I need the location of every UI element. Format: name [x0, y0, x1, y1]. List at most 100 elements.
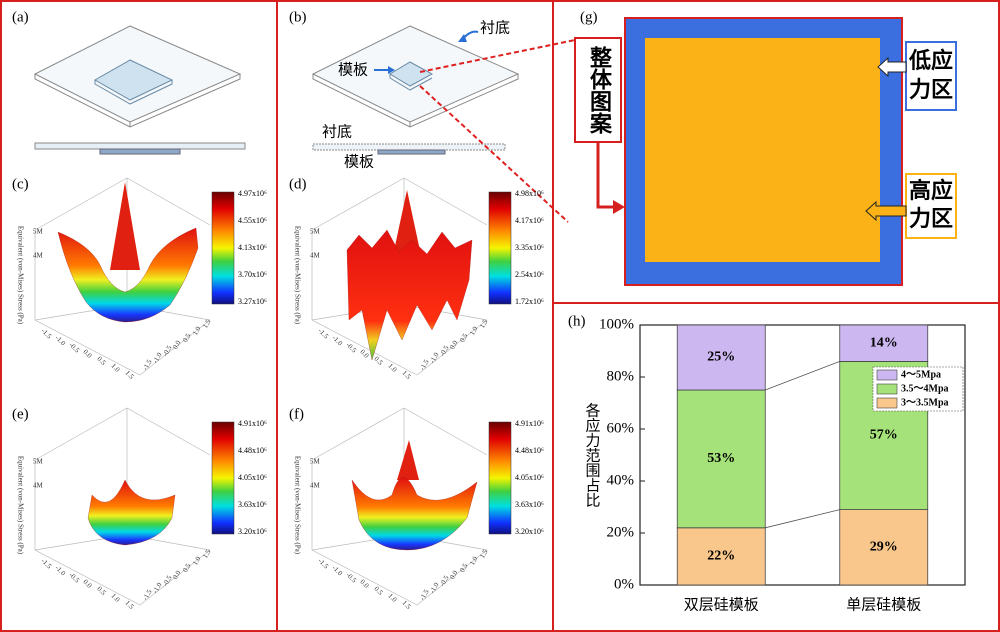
- arrow-head: [458, 34, 467, 42]
- x-tick-label: -1.5: [39, 327, 53, 341]
- data-label: 14%: [870, 335, 898, 350]
- x-tick-label: 1.5: [400, 599, 412, 611]
- plate-side: [34, 142, 246, 150]
- z-tick-label: 4M: [33, 482, 44, 490]
- connector: [765, 361, 840, 391]
- axis-title: Equivalent (von-Mises) Stress (Pa): [293, 226, 301, 325]
- x-tick-label: 1.0: [109, 592, 121, 604]
- colorbar: [211, 191, 235, 305]
- label-box: [905, 41, 957, 111]
- x-tick-label: 1.0: [386, 362, 398, 374]
- y-tick-label: 0.0: [171, 569, 183, 581]
- annotation: 衬底: [480, 19, 510, 37]
- plate-3d: [311, 25, 520, 128]
- z-tick-label: 5M: [310, 228, 321, 236]
- panel-label: (h): [568, 313, 586, 329]
- y-tick-label: 100%: [599, 316, 634, 332]
- surface: [110, 182, 140, 270]
- bar-segment: [839, 509, 929, 586]
- dashed-connector: [419, 39, 576, 73]
- x-tick-label: 1.0: [109, 362, 121, 374]
- panel-label: (b): [289, 9, 307, 25]
- colorbar-label: 4.48x10⁶: [238, 446, 267, 455]
- data-label: 57%: [870, 428, 898, 443]
- colorbar-label: 4.48x10⁶: [515, 446, 544, 455]
- y-tick-label: 0.5: [458, 562, 470, 574]
- y-tick-label: 0.5: [458, 332, 470, 344]
- data-label: 25%: [707, 350, 735, 365]
- axis-box: [34, 407, 211, 606]
- surface: [346, 229, 473, 361]
- axis-title: Equivalent (von-Mises) Stress (Pa): [293, 456, 301, 555]
- surface-panel: (d) Equivalent (von-Mises) Stress (Pa) 5M 4…: [289, 176, 544, 381]
- x-tick-label: -1.5: [39, 557, 53, 571]
- colorbar-label: 3.20x10⁶: [238, 527, 267, 536]
- axis-title: Equivalent (von-Mises) Stress (Pa): [16, 456, 24, 555]
- z-tick-label: 4M: [310, 482, 321, 490]
- panel-label: (e): [12, 406, 29, 422]
- y-axis-label: 各应力范围占比: [584, 403, 602, 508]
- bar-segment: [839, 324, 929, 362]
- template-side: [99, 148, 181, 155]
- colorbar-label: 4.13x10⁶: [238, 243, 267, 252]
- panel-label: (c): [12, 176, 29, 192]
- colorbar-label: 4.91x10⁶: [515, 419, 544, 428]
- y-tick-label: 0.0: [448, 339, 460, 351]
- y-tick-label: 1.5: [478, 548, 490, 560]
- y-tick-label: 1.5: [201, 548, 213, 560]
- y-tick-label: 40%: [607, 472, 635, 488]
- legend-label: 3～3.5Mpa: [901, 397, 949, 408]
- y-tick-label: 20%: [607, 524, 635, 540]
- legend-label: 3.5～4Mpa: [901, 383, 949, 394]
- y-tick-label: 60%: [607, 420, 635, 436]
- surface-panel: (e) Equivalent (von-Mises) Stress (Pa) 5M 4…: [12, 406, 267, 611]
- colorbar: [488, 191, 512, 305]
- surface-panel: (c) Equivalent (von-Mises) Stress (Pa) 5M 4…: [12, 176, 267, 381]
- colorbar-label: 3.63x10⁶: [238, 500, 267, 509]
- bar-segment: [676, 324, 766, 391]
- plot-area: [639, 324, 966, 586]
- colorbar-label: 3.35x10⁶: [515, 243, 544, 252]
- z-tick-label: 5M: [33, 228, 44, 236]
- panel-label: (f): [289, 406, 304, 422]
- plate-3d: [33, 25, 242, 128]
- axis-title: Equivalent (von-Mises) Stress (Pa): [16, 226, 24, 325]
- colorbar-label: 3.27x10⁶: [238, 297, 267, 306]
- z-tick-label: 5M: [33, 458, 44, 466]
- y-tick-label: 1.0: [191, 555, 203, 567]
- panel-label: (d): [289, 176, 307, 192]
- annotation: 整体图案: [586, 45, 613, 134]
- y-tick-label: 0.0: [171, 339, 183, 351]
- surface: [397, 440, 419, 480]
- x-tick-label: 1.5: [123, 599, 135, 611]
- annotation: 模板: [344, 153, 374, 171]
- legend-label: 4～5Mpa: [901, 369, 941, 380]
- x-tick-label: 1.5: [400, 369, 412, 381]
- colorbar-label: 3.70x10⁶: [238, 270, 267, 279]
- arrow-head: [613, 200, 625, 214]
- colorbar-label: 4.97x10⁶: [238, 189, 267, 198]
- data-label: 53%: [707, 451, 735, 466]
- colorbar-label: 4.98x10⁶: [515, 189, 544, 198]
- colorbar: [488, 421, 512, 535]
- x-tick-label: 单层硅模板: [846, 596, 921, 614]
- annotation: 力区: [909, 207, 953, 232]
- colorbar-label: 4.91x10⁶: [238, 419, 267, 428]
- y-tick-label: 1.0: [468, 555, 480, 567]
- dashed-connector: [419, 85, 569, 223]
- y-tick-label: 0.5: [181, 562, 193, 574]
- panel-label: (a): [12, 9, 29, 25]
- x-tick-label: 1.0: [386, 592, 398, 604]
- surface: [87, 479, 176, 546]
- colorbar-label: 2.54x10⁶: [515, 270, 544, 279]
- connector: [765, 509, 840, 529]
- colorbar-label: 3.63x10⁶: [515, 500, 544, 509]
- z-tick-label: 5M: [310, 458, 321, 466]
- colorbar-label: 4.05x10⁶: [515, 473, 544, 482]
- bar-segment: [676, 389, 766, 529]
- panel-label: (g): [580, 9, 598, 25]
- y-tick-label: 80%: [607, 368, 635, 384]
- colorbar: [211, 421, 235, 535]
